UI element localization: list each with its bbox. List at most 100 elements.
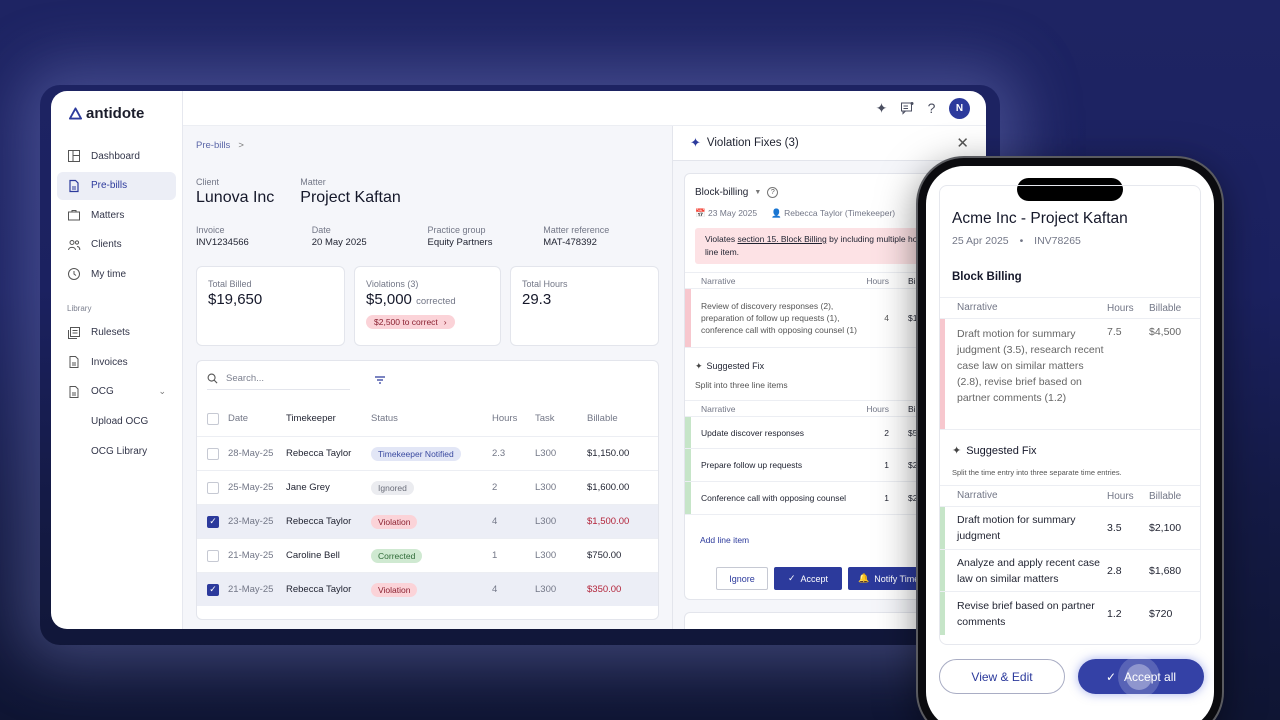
- view-edit-label: View & Edit: [971, 669, 1033, 684]
- cell-date: 28-May-25: [228, 448, 274, 459]
- phone-section-title: Block Billing: [952, 271, 1022, 283]
- fixed-bar: [685, 449, 691, 481]
- table-row[interactable]: ✓ 21-May-25 Rebecca Taylor Violation 4 L…: [197, 572, 658, 606]
- accept-button[interactable]: ✓ Accept: [774, 567, 842, 590]
- logo-triangle-icon: [69, 107, 82, 120]
- table-row[interactable]: 28-May-25 Rebecca Taylor Timekeeper Noti…: [197, 436, 658, 470]
- sidebar-item-label: Clients: [91, 239, 122, 250]
- sidebar-item-my-time[interactable]: My time: [57, 260, 176, 288]
- sidebar-item-rulesets[interactable]: Rulesets: [57, 319, 176, 347]
- row-checkbox-checked[interactable]: ✓: [207, 515, 219, 528]
- feedback-icon[interactable]: [899, 101, 914, 116]
- practice-group: Equity Partners: [427, 237, 493, 248]
- calendar-icon: 📅: [695, 208, 706, 218]
- suggested-fix-description: Split into three line items: [695, 380, 788, 390]
- filter-icon[interactable]: [374, 374, 386, 389]
- cell-narrative: Revise brief based on partner comments: [957, 599, 1095, 628]
- cell-timekeeper: Rebecca Taylor: [286, 584, 352, 595]
- col-task[interactable]: Task: [535, 413, 555, 424]
- col-billable[interactable]: Billable: [587, 413, 618, 424]
- sidebar-item-matters[interactable]: Matters: [57, 201, 176, 229]
- ignore-button[interactable]: Ignore: [716, 567, 768, 590]
- fixed-bar: [940, 550, 945, 591]
- cell-task: L300: [535, 584, 557, 595]
- logo[interactable]: antidote: [57, 103, 176, 142]
- cell-billable: $1,680: [1149, 564, 1182, 577]
- cell-hours: 3.5: [1107, 522, 1122, 534]
- breadcrumb: Pre-bills >: [196, 140, 659, 151]
- invoice-number: INV1234566: [196, 237, 249, 248]
- col-narrative: Narrative: [957, 302, 998, 313]
- document-icon: [69, 356, 79, 368]
- table-row[interactable]: 25-May-25 Jane Grey Ignored 2 L300 $1,60…: [197, 470, 658, 504]
- cell-billable: $1,600.00: [587, 482, 630, 493]
- row-checkbox-checked[interactable]: ✓: [207, 583, 219, 596]
- row-checkbox[interactable]: [207, 549, 219, 562]
- sparkle-icon: ✦: [695, 361, 703, 371]
- sidebar-item-upload-ocg[interactable]: Upload OCG: [91, 416, 149, 428]
- cell-hours: 1: [884, 493, 889, 503]
- avatar[interactable]: N: [949, 97, 970, 119]
- cell-hours: 4: [492, 516, 498, 527]
- phone-fixed-row[interactable]: Analyze and apply recent case law on sim…: [940, 550, 1200, 592]
- invoice-label: Invoice: [196, 225, 225, 235]
- table-row[interactable]: ✓ 23-May-25 Rebecca Taylor Violation 4 L…: [197, 504, 658, 538]
- phone-table-header: Narrative Hours Billable: [940, 297, 1200, 319]
- cell-hours: 7.5: [1107, 326, 1122, 338]
- violation-bar: [940, 319, 945, 429]
- col-date[interactable]: Date: [228, 413, 249, 424]
- cell-billable: $750.00: [587, 550, 622, 561]
- help-icon[interactable]: ?: [767, 187, 779, 198]
- cell-billable: $500: [894, 428, 927, 438]
- sidebar-item-ocg[interactable]: OCG ⌄: [57, 378, 176, 406]
- violations-suffix: corrected: [416, 296, 456, 307]
- to-correct-pill[interactable]: $2,500 to correct ›: [366, 315, 455, 329]
- select-all-checkbox[interactable]: [207, 412, 219, 425]
- sidebar-item-label: Rulesets: [91, 327, 130, 338]
- table-row[interactable]: 21-May-25 Caroline Bell Corrected 1 L300…: [197, 538, 658, 572]
- fixed-entry-row[interactable]: Conference call with opposing counsel 1 …: [685, 482, 983, 515]
- violation-type-dropdown[interactable]: Block-billing ▼ ?: [695, 187, 779, 198]
- sidebar-item-pre-bills[interactable]: Pre-bills: [57, 171, 176, 200]
- col-timekeeper[interactable]: Timekeeper: [286, 413, 336, 424]
- ocg-section-link[interactable]: section 15. Block Billing: [737, 234, 827, 244]
- col-hours: Hours: [866, 403, 889, 414]
- cell-timekeeper: Jane Grey: [286, 482, 330, 493]
- sidebar-item-ocg-library[interactable]: OCG Library: [91, 445, 148, 457]
- col-hours[interactable]: Hours: [492, 413, 518, 424]
- help-icon[interactable]: ?: [927, 100, 936, 116]
- content-area: ✦ ? N Pre-bills > Client Lunova Inc: [183, 91, 986, 629]
- add-line-item-link[interactable]: Add line item: [700, 535, 750, 545]
- sparkle-icon[interactable]: ✦: [875, 99, 888, 116]
- accept-all-button[interactable]: ✓ Accept all: [1078, 659, 1204, 694]
- phone-fixed-row[interactable]: Draft motion for summary judgment 3.5 $2…: [940, 507, 1200, 550]
- phone-fixed-row[interactable]: Revise brief based on partner comments 1…: [940, 592, 1200, 635]
- total-billed-value: $19,650: [208, 291, 263, 308]
- phone-mockup: Acme Inc - Project Kaftan 25 Apr 2025 • …: [918, 158, 1222, 720]
- dynamic-island: [1017, 178, 1123, 201]
- cell-billable: $350.00: [587, 584, 622, 595]
- row-checkbox[interactable]: [207, 481, 219, 494]
- fixed-entry-row[interactable]: Update discover responses 2 $500: [685, 417, 983, 449]
- violation-date-text: 23 May 2025: [707, 208, 758, 218]
- fixed-entry-row[interactable]: Prepare follow up requests 1 $250: [685, 449, 983, 482]
- search-input[interactable]: Search...: [207, 373, 350, 390]
- violations-card: Violations (3) $5,000 corrected $2,500 t…: [354, 266, 501, 346]
- view-edit-button[interactable]: View & Edit: [939, 659, 1065, 694]
- sparkle-icon: ✦: [952, 445, 962, 457]
- sidebar-item-invoices[interactable]: Invoices: [57, 348, 176, 376]
- fixed-bar: [940, 592, 945, 635]
- col-status[interactable]: Status: [371, 413, 398, 424]
- practice-group-label: Practice group: [427, 225, 486, 235]
- breadcrumb-pre-bills[interactable]: Pre-bills: [196, 140, 231, 151]
- sidebar-item-dashboard[interactable]: Dashboard: [57, 142, 176, 170]
- row-checkbox[interactable]: [207, 447, 219, 460]
- matter-reference-label: Matter reference: [543, 225, 610, 235]
- cell-task: L300: [535, 448, 557, 459]
- cell-task: L300: [535, 550, 557, 561]
- client-label: Client: [196, 177, 220, 187]
- close-icon[interactable]: ✕: [956, 135, 969, 152]
- suggested-fix-label: Suggested Fix: [966, 445, 1037, 457]
- cell-date: 25-May-25: [228, 482, 274, 493]
- sidebar-item-clients[interactable]: Clients: [57, 231, 176, 259]
